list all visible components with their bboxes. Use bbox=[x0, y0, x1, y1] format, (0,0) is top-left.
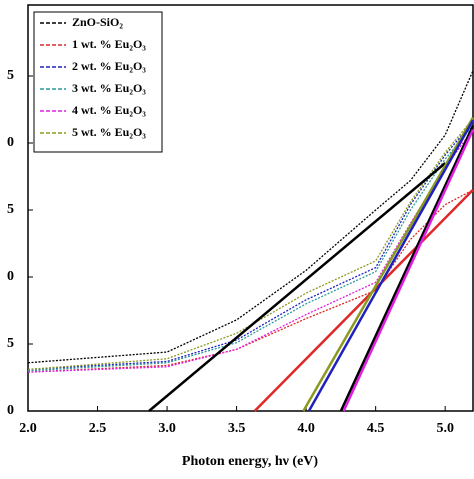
fit-line bbox=[253, 189, 474, 412]
y-tick-label: 0 bbox=[7, 403, 14, 418]
fit-line bbox=[307, 119, 474, 412]
legend-label: ZnO-SiO₂ bbox=[72, 15, 123, 29]
legend-label: 2 wt. % Eu₂O₃ bbox=[72, 59, 146, 73]
legend-label: 5 wt. % Eu₂O₃ bbox=[72, 125, 146, 139]
x-tick-label: 3.0 bbox=[158, 421, 176, 436]
legend-box bbox=[33, 11, 163, 153]
x-tick-label: 4.0 bbox=[297, 421, 315, 436]
fit-line bbox=[148, 162, 446, 412]
series-line bbox=[27, 125, 474, 372]
y-tick-label: 0 bbox=[7, 269, 14, 284]
y-tick-label: 5 bbox=[7, 68, 14, 83]
fit-line bbox=[339, 125, 474, 412]
x-tick-label: 2.0 bbox=[19, 421, 37, 436]
series-line bbox=[27, 70, 474, 364]
fit-line bbox=[342, 129, 474, 412]
x-tick-label: 5.0 bbox=[436, 421, 454, 436]
legend-label: 3 wt. % Eu₂O₃ bbox=[72, 81, 146, 95]
legend-label: 4 wt. % Eu₂O₃ bbox=[72, 103, 146, 117]
series-line bbox=[27, 118, 474, 371]
y-tick-label: 0 bbox=[7, 135, 14, 150]
legend-label: 1 wt. % Eu₂O₃ bbox=[72, 37, 146, 51]
series-line bbox=[27, 189, 474, 373]
y-tick-label: 5 bbox=[7, 202, 14, 217]
fit-line bbox=[302, 116, 474, 412]
y-tick-label: 5 bbox=[7, 336, 14, 351]
x-axis-label: Photon energy, hν (eV) bbox=[182, 454, 318, 469]
plot-frame bbox=[27, 4, 474, 412]
x-tick-label: 4.5 bbox=[367, 421, 385, 436]
x-tick-label: 2.5 bbox=[89, 421, 107, 436]
x-tick-label: 3.5 bbox=[228, 421, 246, 436]
series-line bbox=[27, 129, 474, 373]
series-line bbox=[27, 121, 474, 371]
